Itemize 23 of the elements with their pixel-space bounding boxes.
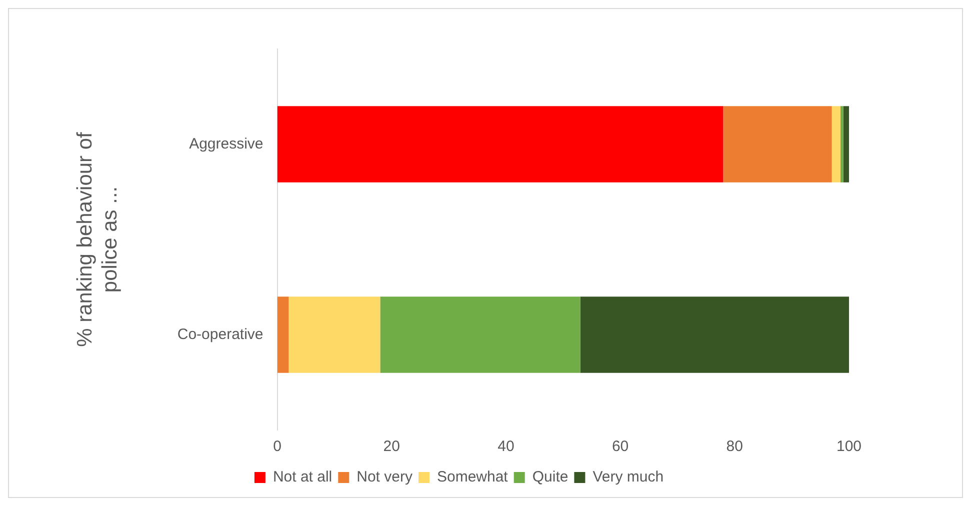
bar (580, 296, 849, 373)
legend-label: Not very (356, 468, 413, 486)
y-tick-label: Aggressive (189, 135, 264, 152)
y-axis-title: % ranking behaviour of police as ... (73, 132, 122, 347)
bar (277, 106, 724, 182)
legend-label: Very much (592, 468, 664, 486)
x-tick-label: 60 (612, 438, 629, 456)
bar (843, 106, 849, 182)
y-tick-label: Co-operative (177, 326, 264, 343)
bar (380, 296, 580, 373)
x-tick-label: 0 (273, 438, 282, 456)
bar (277, 296, 289, 373)
x-tick-label: 100 (836, 438, 862, 456)
x-tick-label: 20 (383, 438, 400, 456)
x-tick-label: 80 (726, 438, 743, 456)
x-tick-label: 40 (498, 438, 514, 456)
bar (288, 296, 380, 373)
legend-label: Somewhat (436, 468, 509, 486)
bar (840, 106, 844, 182)
bar (832, 106, 840, 182)
legend-label: Quite (532, 468, 568, 486)
bar (723, 106, 832, 182)
legend-label: Not at all (272, 468, 332, 486)
